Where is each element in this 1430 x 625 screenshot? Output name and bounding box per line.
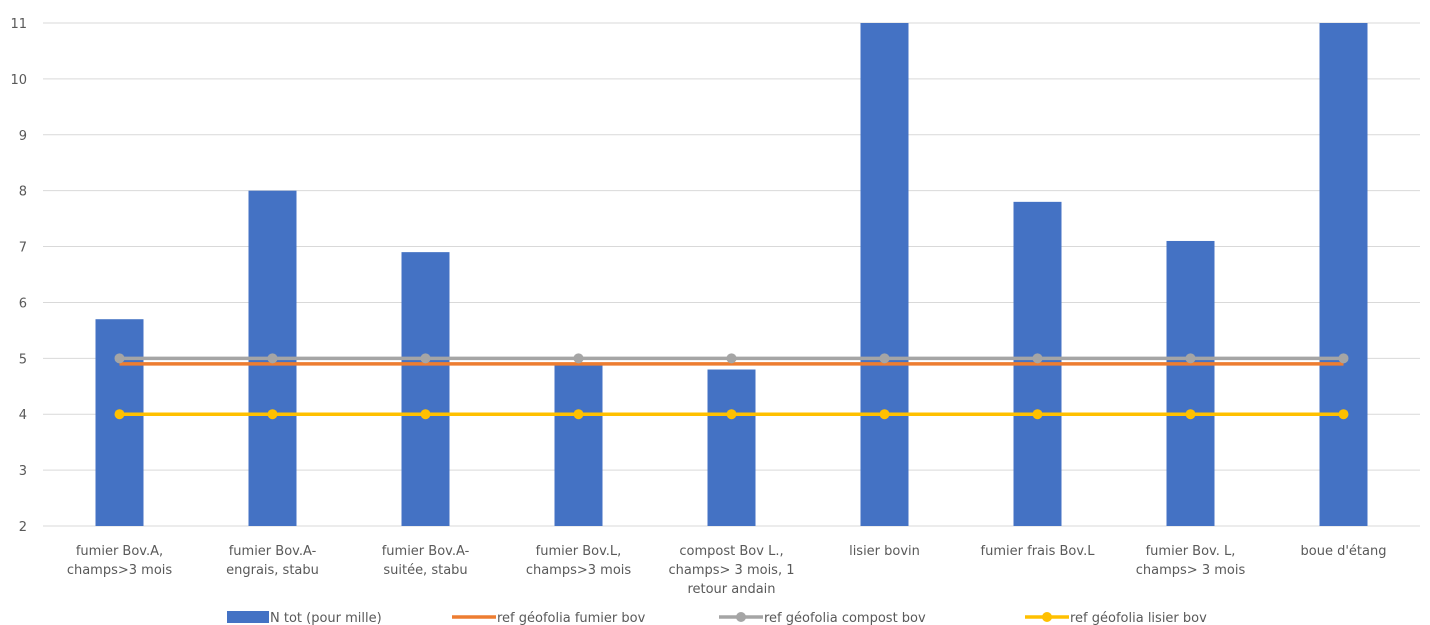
- y-tick-label: 9: [19, 129, 27, 144]
- line-point: [879, 353, 890, 364]
- line-point: [267, 409, 278, 420]
- y-tick-label: 2: [19, 520, 27, 535]
- line-point: [114, 409, 125, 420]
- legend-marker: [736, 612, 746, 622]
- line-point: [420, 353, 431, 364]
- y-tick-label: 11: [10, 17, 27, 32]
- line-point: [1338, 353, 1349, 364]
- line-series-group: [114, 353, 1349, 420]
- x-tick-label: boue d'étang: [1301, 544, 1387, 559]
- line-point: [1185, 409, 1196, 420]
- x-tick-label: lisier bovin: [849, 544, 920, 559]
- line-point: [573, 353, 584, 364]
- legend-item: ref géofolia compost bov: [719, 611, 926, 625]
- legend-label: ref géofolia compost bov: [764, 611, 926, 625]
- legend-marker: [1042, 612, 1052, 622]
- line-point: [573, 409, 584, 420]
- legend-label: ref géofolia fumier bov: [497, 611, 646, 625]
- line-point: [1338, 409, 1349, 420]
- y-tick-label: 10: [10, 73, 27, 88]
- legend-label: ref géofolia lisier bov: [1070, 611, 1207, 625]
- bar: [95, 319, 144, 526]
- legend-item: ref géofolia fumier bov: [452, 611, 646, 625]
- x-tick-label: fumier Bov.A, champs>3 mois: [67, 544, 173, 578]
- legend-item: N tot (pour mille): [227, 611, 382, 625]
- bar: [1319, 23, 1368, 526]
- x-tick-label: fumier Bov.A-suitée, stabu: [382, 544, 470, 578]
- y-axis: 2 3 4 5 6 7 8 9 10 11: [10, 17, 27, 535]
- line-series: [114, 409, 1349, 420]
- line-point: [1185, 353, 1196, 364]
- x-tick-label: fumier Bov.A-engrais, stabu: [226, 544, 319, 578]
- y-tick-label: 7: [19, 241, 27, 256]
- legend: N tot (pour mille) ref géofolia fumier bo…: [227, 611, 1207, 625]
- line-point: [726, 353, 737, 364]
- line-point: [1032, 409, 1043, 420]
- line-point: [726, 409, 737, 420]
- y-tick-label: 6: [19, 296, 27, 311]
- x-tick-label: fumier Bov. L, champs> 3 mois: [1136, 544, 1246, 578]
- legend-swatch: [227, 611, 269, 623]
- line-point: [420, 409, 431, 420]
- bar: [401, 252, 450, 526]
- line-series: [114, 353, 1349, 364]
- line-point: [879, 409, 890, 420]
- bar: [860, 23, 909, 526]
- bar: [707, 369, 756, 526]
- y-tick-label: 5: [19, 352, 27, 367]
- y-tick-label: 4: [19, 408, 27, 423]
- line-point: [267, 353, 278, 364]
- bar-series: [95, 23, 1368, 526]
- legend-item: ref géofolia lisier bov: [1025, 611, 1207, 625]
- line-point: [1032, 353, 1043, 364]
- x-tick-label: fumier Bov.L, champs>3 mois: [526, 544, 632, 578]
- y-tick-label: 3: [19, 464, 27, 479]
- x-tick-label: fumier frais Bov.L: [981, 544, 1096, 559]
- x-tick-label: compost Bov L., champs> 3 mois, 1 retour a…: [668, 544, 794, 597]
- x-axis: fumier Bov.A, champs>3 mois fumier Bov.A-e…: [67, 544, 1387, 597]
- line-point: [114, 353, 125, 364]
- bar: [554, 363, 603, 526]
- bar: [1166, 240, 1215, 526]
- y-tick-label: 8: [19, 185, 27, 200]
- legend-label: N tot (pour mille): [270, 611, 382, 625]
